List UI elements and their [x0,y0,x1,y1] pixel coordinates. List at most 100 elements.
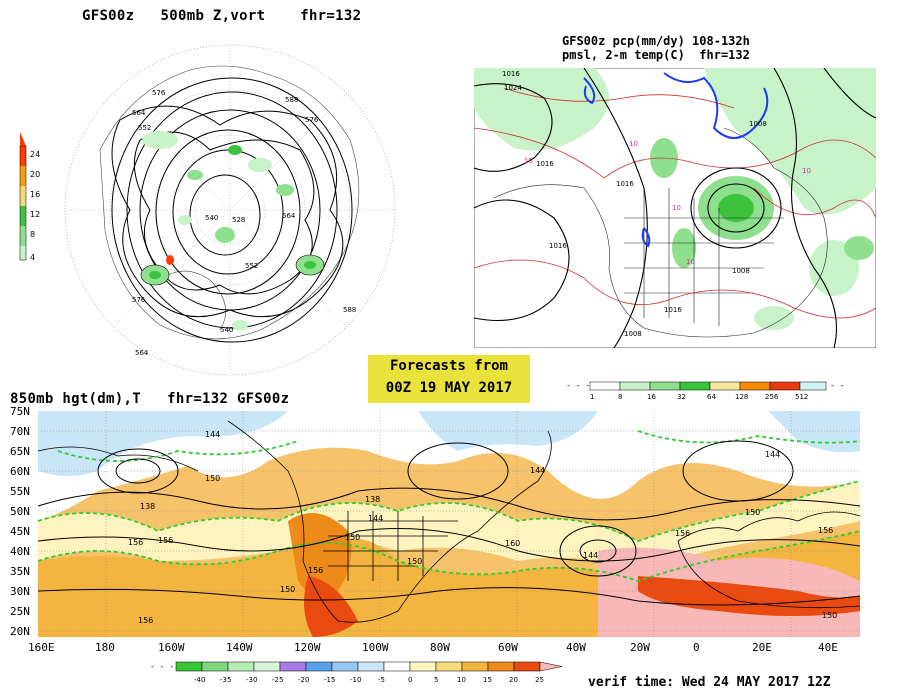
colorbar-tick: -15 [324,676,335,684]
colorbar-tick: 20 [30,170,40,179]
contour-label: 150 [745,508,760,517]
contour-label: 564 [135,349,149,357]
colorbar-temperature: - - - -40 -35 -30 -25 -20 -15 -10 -5 0 5… [150,661,563,684]
contour-label: 10 [524,157,533,165]
contour-label: 156 [308,566,323,575]
colorbar-tick: 5 [434,676,438,684]
contour-label: 1008 [624,330,642,338]
lon-label: 140W [226,641,253,654]
contour-label: 552 [138,124,151,132]
lat-label: 65N [10,445,30,458]
lon-label: 60W [498,641,518,654]
lat-label: 40N [10,545,30,558]
contour-label: 576 [132,296,146,304]
colorbar-tick: 16 [647,393,656,401]
colorbar-tick: 16 [30,190,40,199]
contour-label: 156 [675,529,690,538]
contour-label: 150 [280,585,295,594]
lon-label: 120W [294,641,321,654]
contour-label: 156 [138,616,153,625]
contour-label: 150 [822,611,837,620]
lat-label: 75N [10,405,30,418]
colorbar-tick: -30 [246,676,257,684]
contour-label: 10 [672,204,681,212]
contour-label: 156 [128,538,143,547]
lat-label: 55N [10,485,30,498]
lat-label: 50N [10,505,30,518]
contour-label: 144 [765,450,780,459]
lon-label: 40W [566,641,586,654]
colorbar-tick: -10 [350,676,361,684]
lon-label: 40E [818,641,838,654]
colorbar-tick: -35 [220,676,231,684]
contour-label: 150 [345,533,360,542]
contour-label: 150 [205,474,220,483]
contour-label: 144 [530,466,545,475]
colorbar-tick: 512 [795,393,808,401]
contour-label: 1016 [549,242,567,250]
forecast-label: Forecasts from [389,358,508,374]
contour-label: 160 [505,539,520,548]
lon-label: 80W [430,641,450,654]
colorbar-tick: 0 [408,676,412,684]
colorbar-tick: 8 [618,393,622,401]
contour-label: 1016 [664,306,682,314]
contour-label: 138 [365,495,380,504]
contour-label: 10 [629,140,638,148]
lat-label: 20N [10,625,30,638]
svg-text:- - -: - - - [150,662,174,671]
contour-label: 1016 [536,160,554,168]
contour-label: 1016 [616,180,634,188]
lat-label: 70N [10,425,30,438]
lon-label: 100W [362,641,389,654]
contour-label: 10 [802,167,811,175]
contour-label: 10 [686,258,695,266]
colorbar-tick: 24 [30,150,40,159]
contour-label: 1024 [504,84,522,92]
svg-text:- -: - - [830,381,844,390]
contour-label: 156 [158,536,173,545]
panel-precip-title-2: pmsl, 2-m temp(C) fhr=132 [562,48,750,62]
forecast-init-box: Forecasts from 00Z 19 MAY 2017 [368,355,530,403]
verification-time: verif time: Wed 24 MAY 2017 12Z [588,675,831,690]
colorbar-tick: 32 [677,393,686,401]
panel-850mb-map: 144 150 138 156 156 150 138 144 156 150 … [10,405,861,654]
colorbar-arrow [20,132,26,146]
lon-label: 160E [28,641,55,654]
panel-precip-map: 1016 1024 1016 10 10 1016 1016 10 10 100… [474,68,876,348]
contour-label: 150 [407,557,422,566]
lon-label: 180 [95,641,115,654]
contour-label: 1008 [732,267,750,275]
contour-label: 564 [132,109,146,117]
colorbar-tick: 8 [30,230,35,239]
colorbar-tick: -25 [272,676,283,684]
colorbar-tick: 128 [735,393,748,401]
colorbar-precip: - - - - - 1 8 16 32 64 128 256 512 [566,381,844,401]
contour-label: 552 [245,262,258,270]
lon-label: 0 [693,641,700,654]
colorbar-tick: -40 [194,676,205,684]
colorbar-tick: 20 [509,676,518,684]
colorbar-tick: -20 [298,676,309,684]
contour-label: 138 [140,502,155,511]
colorbar-tick: -5 [378,676,385,684]
colorbar-tick: 15 [483,676,492,684]
panel-500mb-map: 576 564 552 540 528 588 576 564 552 540 … [64,44,396,376]
colorbar-tick: 25 [535,676,544,684]
contour-label: 576 [152,89,166,97]
forecast-init-time: 00Z 19 MAY 2017 [385,380,513,396]
contour-label: 540 [220,326,233,334]
lat-label: 25N [10,605,30,618]
contour-label: 144 [583,551,598,560]
colorbar-vorticity: 24 20 16 12 8 4 [18,132,48,264]
colorbar-tick: 4 [30,253,35,262]
colorbar-tick: 256 [765,393,779,401]
contour-label: 540 [205,214,218,222]
contour-label: 564 [282,212,296,220]
lat-label: 45N [10,525,30,538]
panel-850mb-title: 850mb hgt(dm),T fhr=132 GFS00z [10,391,290,407]
lon-label: 160W [158,641,185,654]
svg-text:- - -: - - - [566,381,590,390]
panel-500mb-title: GFS00z 500mb Z,vort fhr=132 [82,8,362,24]
contour-label: 156 [818,526,833,535]
